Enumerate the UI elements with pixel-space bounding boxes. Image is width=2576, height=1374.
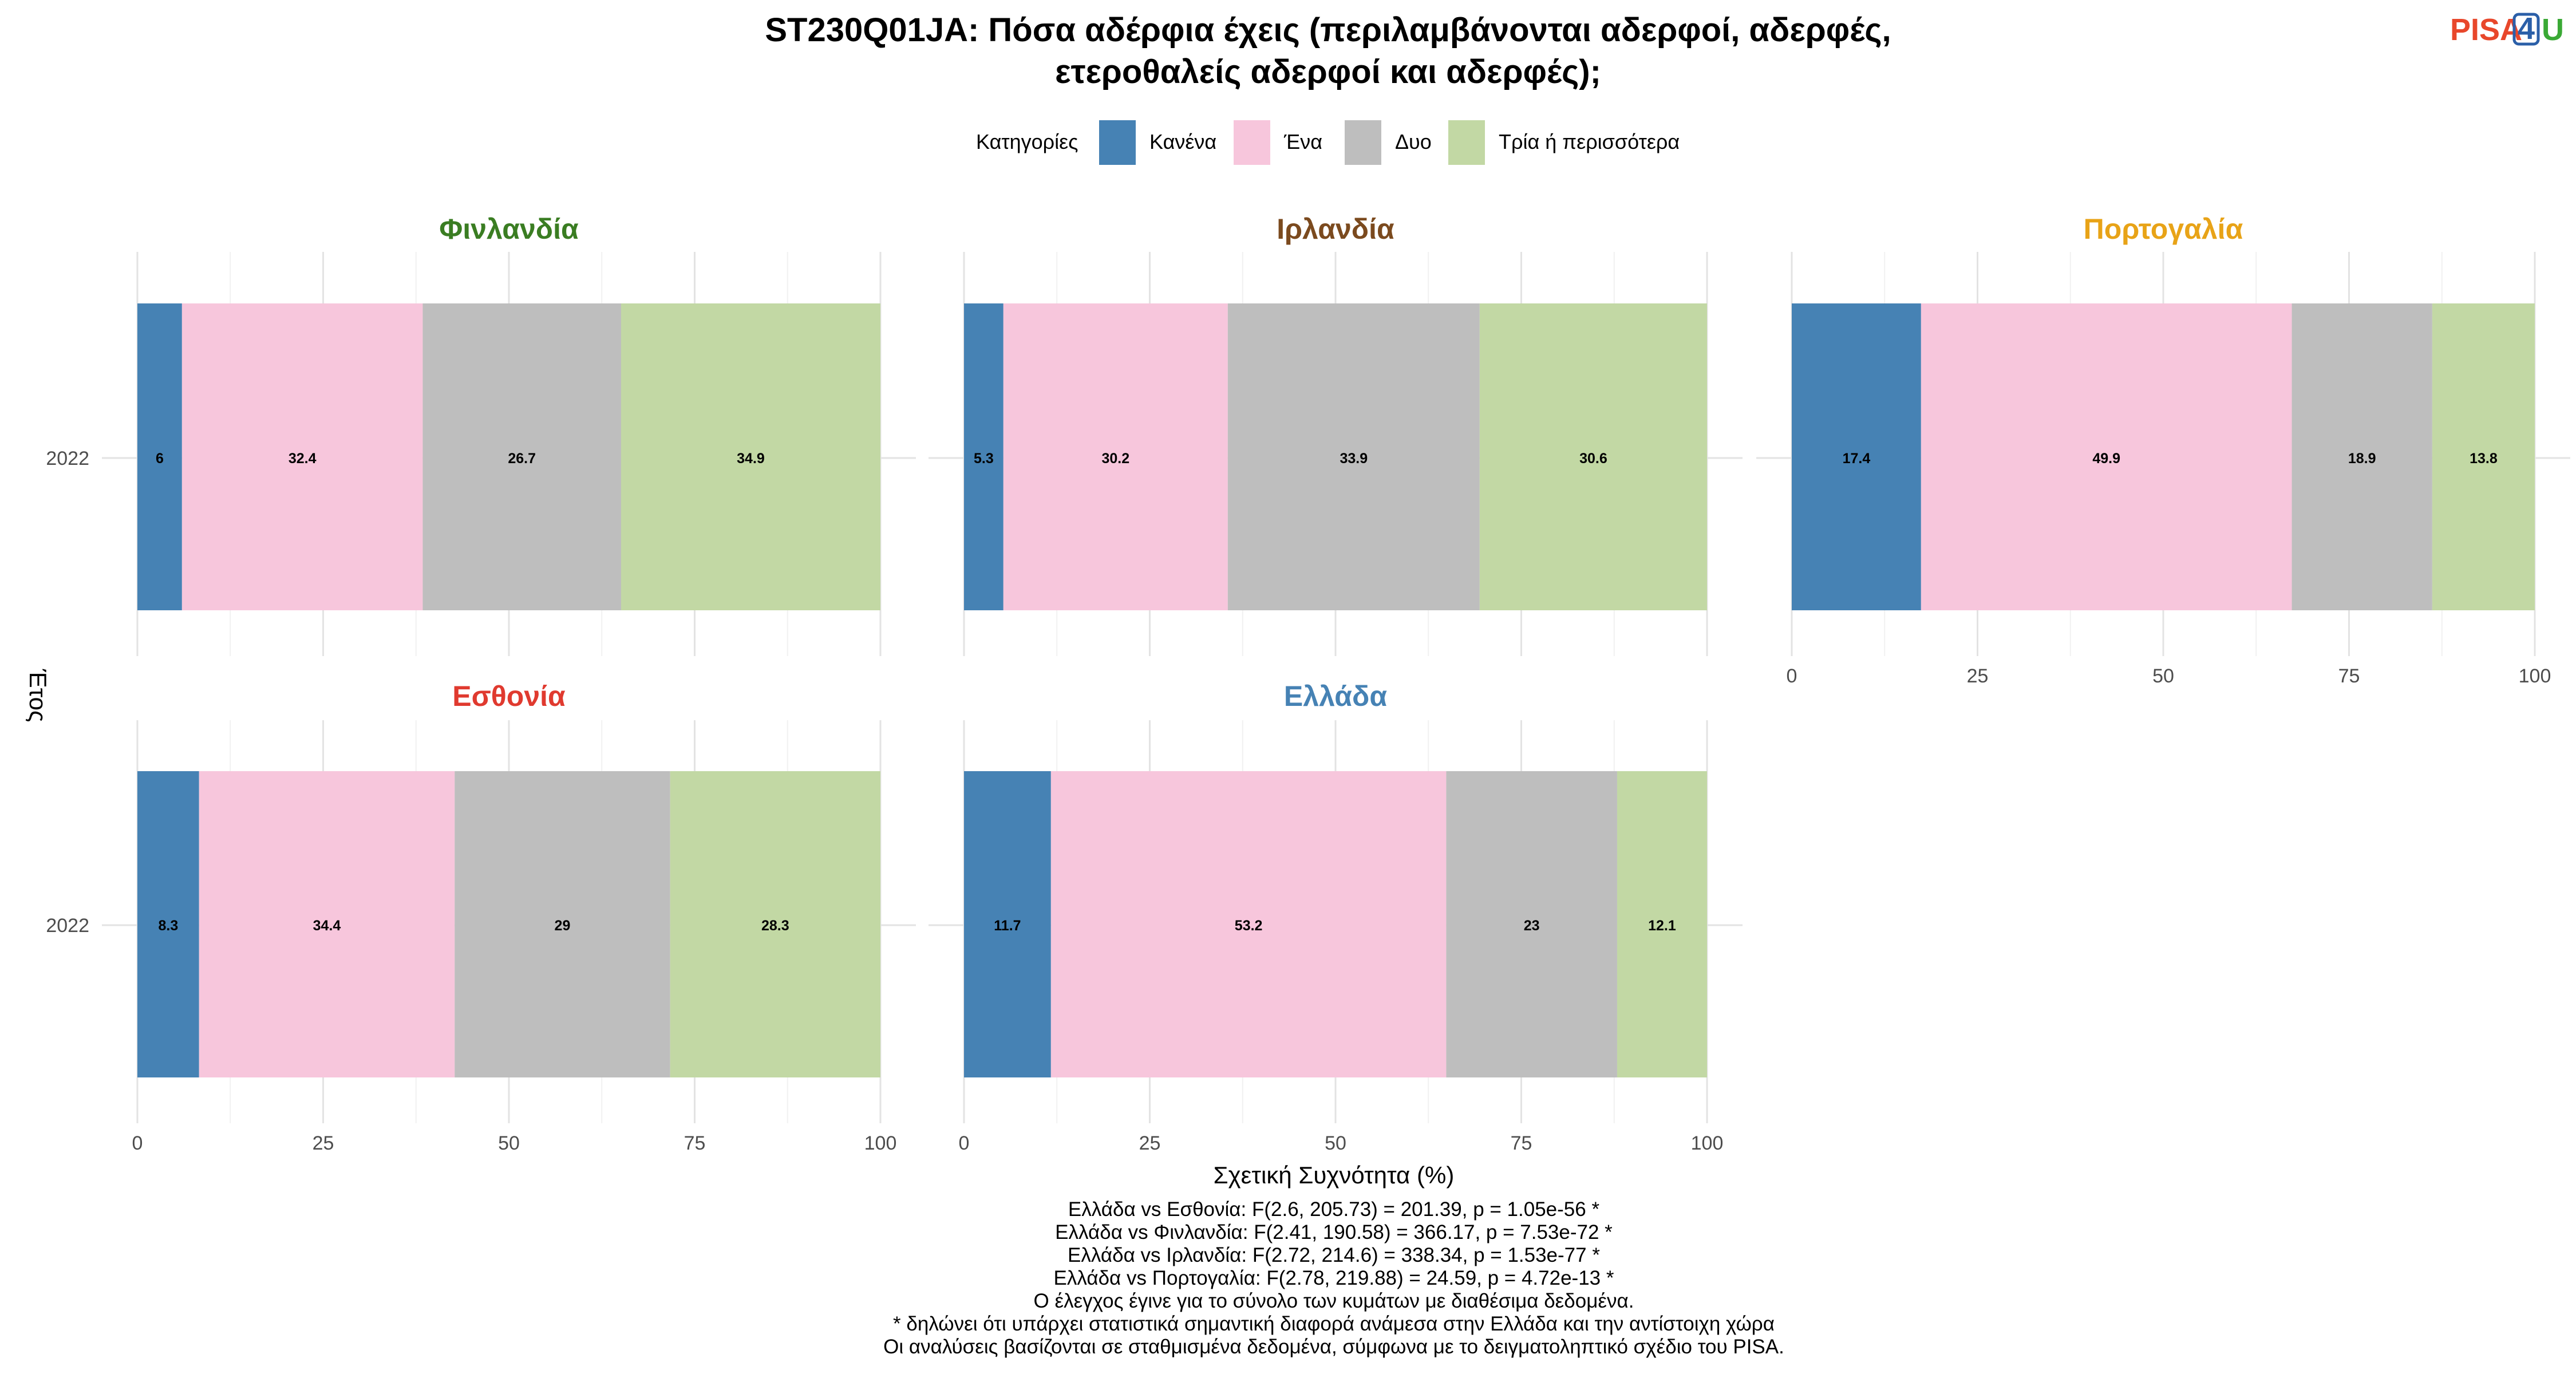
data-label: 30.2	[1101, 451, 1129, 467]
note-line-6: * δηλώνει ότι υπάρχει στατιστικά σημαντι…	[893, 1313, 1775, 1335]
legend-label-3: Δυο	[1395, 130, 1432, 153]
data-label: 13.8	[2470, 451, 2498, 467]
chart-title-line-2: ετεροθαλείς αδερφοί και αδερφές);	[1055, 53, 1601, 90]
x-tick-label: 75	[684, 1132, 706, 1154]
bar-segment	[1050, 771, 1447, 1077]
note-line-4: Ελλάδα vs Πορτογαλία: F(2.78, 219.88) = …	[1054, 1267, 1614, 1289]
legend-label-1: Κανένα	[1149, 130, 1216, 153]
bar-segment	[199, 771, 455, 1077]
panel-5: Ελλάδα 11.7 53.2 23 12.1 0 25 50 75 100	[929, 680, 1743, 1154]
note-line-5: Ο έλεγχος έγινε για το σύνολο των κυμάτω…	[1034, 1290, 1634, 1312]
bar-segment	[181, 303, 423, 610]
bar-segment	[422, 303, 621, 610]
y-tick-label: 2022	[46, 448, 89, 469]
data-label: 28.3	[761, 918, 789, 934]
logo-text-pisa: PISA	[2450, 13, 2522, 47]
data-label: 5.3	[974, 451, 994, 467]
bar-segment	[1227, 303, 1480, 610]
bar-segment	[1003, 303, 1228, 610]
data-label: 30.6	[1579, 451, 1607, 467]
legend-key-2	[1234, 120, 1270, 165]
data-label: 33.9	[1340, 451, 1368, 467]
y-axis-title: Έτος	[25, 669, 52, 722]
bar-segment	[455, 771, 670, 1077]
data-label: 49.9	[2092, 451, 2120, 467]
x-tick-label: 50	[1325, 1132, 1346, 1154]
data-label: 34.9	[737, 451, 765, 467]
data-label: 11.7	[994, 918, 1021, 934]
note-line-1: Ελλάδα vs Εσθονία: F(2.6, 205.73) = 201.…	[1068, 1198, 1600, 1221]
bar-segment	[1921, 303, 2292, 610]
bar-segment	[964, 303, 1003, 610]
x-tick-label: 50	[498, 1132, 520, 1154]
legend: Κατηγορίες Κανένα Ένα Δυο Τρία ή περισσότερ…	[976, 120, 1680, 165]
x-tick-label: 0	[132, 1132, 143, 1154]
data-label: 29	[555, 918, 571, 934]
bar-segment	[1792, 303, 1921, 610]
data-label: 8.3	[158, 918, 178, 934]
data-label: 23	[1524, 918, 1540, 934]
data-label: 26.7	[508, 451, 536, 467]
panel-1: Φινλανδία 6 32.4 26.7 34.9 2022	[46, 213, 916, 656]
x-tick-label: 25	[1967, 665, 1989, 687]
note-line-3: Ελλάδα vs Ιρλανδία: F(2.72, 214.6) = 338…	[1068, 1244, 1600, 1266]
panel-3: Πορτογαλία 17.4 49.9 18.9 13.8 0 25 50 75 100	[1756, 213, 2570, 687]
x-axis-title: Σχετική Συχνότητα (%)	[1214, 1162, 1455, 1189]
panel-title: Φινλανδία	[439, 213, 579, 245]
x-tick-label: 25	[313, 1132, 334, 1154]
test-notes: Ελλάδα vs Εσθονία: F(2.6, 205.73) = 201.…	[883, 1198, 1784, 1358]
facet-panels: Φινλανδία 6 32.4 26.7 34.9 2022 Ιρλανδία 5.3 30.…	[46, 213, 2570, 1154]
bar-segment	[621, 303, 880, 610]
legend-label-2: Ένα	[1283, 130, 1322, 153]
bar-segment	[1479, 303, 1707, 610]
panel-title: Πορτογαλία	[2084, 213, 2243, 245]
panel-title: Ιρλανδία	[1277, 213, 1394, 245]
bar-segment	[2291, 303, 2432, 610]
data-label: 34.4	[313, 918, 341, 934]
bar-segment	[137, 303, 182, 610]
bar-segment	[964, 771, 1051, 1077]
legend-key-4	[1448, 120, 1485, 165]
bar-segment	[1446, 771, 1617, 1077]
data-label: 32.4	[289, 451, 317, 467]
data-label: 18.9	[2348, 451, 2376, 467]
data-label: 6	[156, 451, 164, 467]
logo-text-u: U	[2542, 13, 2564, 47]
legend-label-4: Τρία ή περισσότερα	[1499, 130, 1680, 153]
bar-segment	[2432, 303, 2535, 610]
data-label: 53.2	[1235, 918, 1263, 934]
panel-4: Εσθονία 8.3 34.4 29 28.3 2022 0 25 50 75 100	[46, 680, 916, 1154]
legend-key-1	[1099, 120, 1136, 165]
x-tick-label: 100	[864, 1132, 897, 1154]
pisa4u-logo: PISA 4 U	[2450, 11, 2564, 47]
panel-2: Ιρλανδία 5.3 30.2 33.9 30.6	[929, 213, 1743, 656]
bar-segment	[670, 771, 880, 1077]
x-tick-label: 0	[1787, 665, 1797, 687]
bar-segment	[137, 771, 199, 1077]
panel-title: Εσθονία	[452, 680, 566, 712]
x-tick-label: 50	[2152, 665, 2174, 687]
logo-box	[2512, 13, 2540, 46]
note-line-7: Οι αναλύσεις βασίζονται σε σταθμισμένα δ…	[883, 1336, 1784, 1358]
x-tick-label: 75	[2338, 665, 2360, 687]
legend-key-3	[1345, 120, 1381, 165]
x-tick-label: 25	[1139, 1132, 1161, 1154]
x-tick-label: 100	[1691, 1132, 1724, 1154]
legend-title: Κατηγορίες	[976, 130, 1078, 153]
y-tick-label: 2022	[46, 915, 89, 937]
data-label: 12.1	[1648, 918, 1676, 934]
x-tick-label: 100	[2519, 665, 2551, 687]
bar-segment	[1617, 771, 1707, 1077]
x-tick-label: 75	[1511, 1132, 1532, 1154]
chart-title-line-1: ST230Q01JA: Πόσα αδέρφια έχεις (περιλαμβ…	[765, 11, 1891, 49]
data-label: 17.4	[1843, 451, 1871, 467]
x-tick-label: 0	[959, 1132, 970, 1154]
logo-text-4: 4	[2518, 11, 2535, 46]
panel-title: Ελλάδα	[1284, 680, 1387, 712]
note-line-2: Ελλάδα vs Φινλανδία: F(2.41, 190.58) = 3…	[1055, 1221, 1613, 1243]
